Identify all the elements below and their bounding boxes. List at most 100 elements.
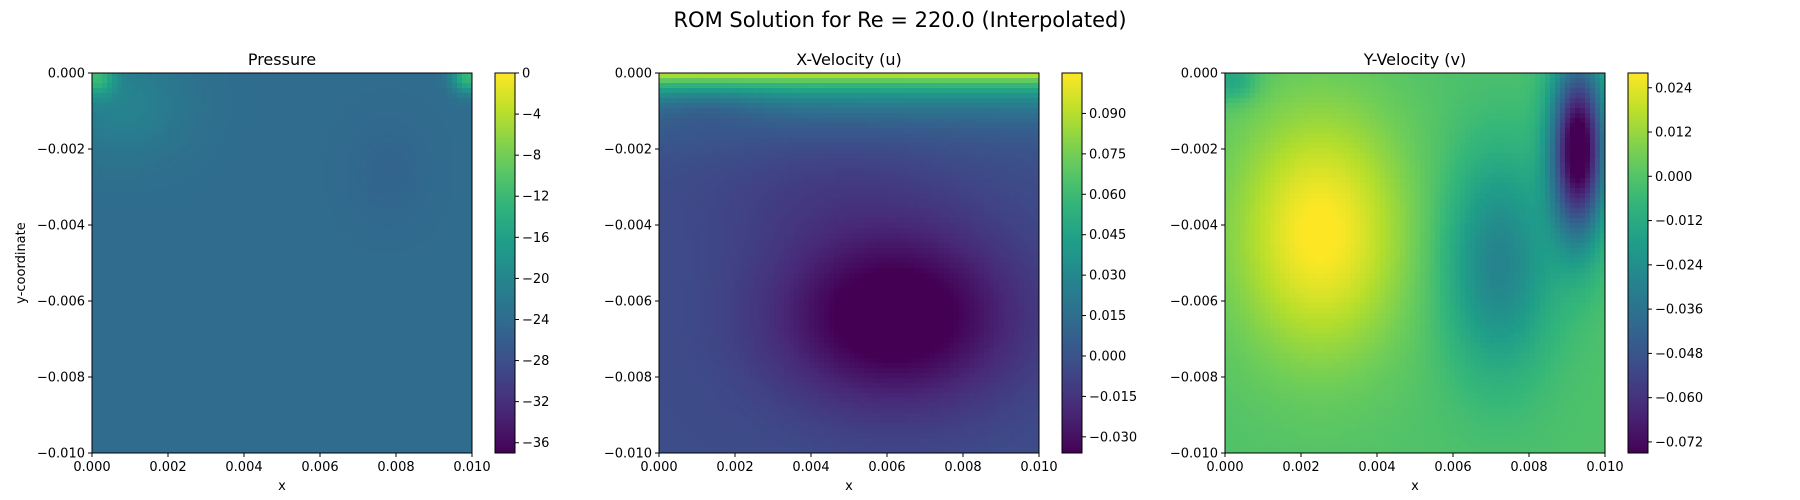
heatmap-cell [287, 388, 293, 394]
heatmap-cell [277, 153, 283, 159]
heatmap-cell [452, 98, 458, 104]
heatmap-cell [407, 323, 413, 329]
heatmap-cell [327, 253, 333, 259]
heatmap-cell [437, 283, 443, 289]
heatmap-cell [282, 278, 288, 284]
heatmap-cell [127, 198, 133, 204]
heatmap-cell [142, 153, 148, 159]
heatmap-cell [437, 113, 443, 119]
heatmap-cell [387, 203, 393, 209]
heatmap-cell [297, 178, 303, 184]
heatmap-cell [452, 303, 458, 309]
heatmap-cell [177, 148, 183, 154]
heatmap-cell [317, 288, 323, 294]
heatmap-cell [312, 153, 318, 159]
heatmap-cell [272, 328, 278, 334]
heatmap-cell [247, 93, 253, 99]
heatmap-cell [167, 248, 173, 254]
heatmap-cell [97, 338, 103, 344]
heatmap-cell [157, 328, 163, 334]
heatmap-cell [437, 188, 443, 194]
heatmap-cell [147, 393, 153, 399]
heatmap-cell [232, 333, 238, 339]
heatmap-cell [382, 243, 388, 249]
heatmap-cell [357, 138, 363, 144]
heatmap-cell [97, 213, 103, 219]
heatmap-cell [102, 328, 108, 334]
heatmap-cell [212, 233, 218, 239]
heatmap-cell [137, 263, 143, 269]
heatmap-cell [282, 268, 288, 274]
heatmap-cell [142, 343, 148, 349]
heatmap-cell [382, 83, 388, 89]
heatmap-cell [202, 73, 208, 79]
heatmap-cell [412, 353, 418, 359]
heatmap-cell [327, 288, 333, 294]
heatmap-cell [412, 213, 418, 219]
heatmap-cell [167, 383, 173, 389]
heatmap-cell [457, 283, 463, 289]
heatmap-cell [437, 183, 443, 189]
heatmap-cell [352, 78, 358, 84]
heatmap-cell [162, 88, 168, 94]
heatmap-cell [392, 388, 398, 394]
heatmap-cell [92, 78, 98, 84]
heatmap-cell [252, 378, 258, 384]
heatmap-cell [367, 368, 373, 374]
heatmap-cell [467, 393, 472, 399]
heatmap-cell [212, 253, 218, 259]
heatmap-cell [167, 118, 173, 124]
heatmap-cell [182, 223, 188, 229]
heatmap-cell [367, 308, 373, 314]
heatmap-cell [302, 358, 308, 364]
heatmap-cell [372, 148, 378, 154]
heatmap-cell [182, 398, 188, 404]
heatmap-cell [137, 123, 143, 129]
heatmap-cell [332, 138, 338, 144]
heatmap-cell [232, 73, 238, 79]
heatmap-cell [302, 333, 308, 339]
heatmap-cell [347, 308, 353, 314]
heatmap-cell [432, 118, 438, 124]
heatmap-cell [302, 203, 308, 209]
heatmap-cell [427, 163, 433, 169]
heatmap-cell [342, 353, 348, 359]
heatmap-cell [132, 273, 138, 279]
heatmap-cell [167, 153, 173, 159]
heatmap-cell [447, 263, 453, 269]
heatmap-cell [317, 203, 323, 209]
heatmap-cell [257, 238, 263, 244]
heatmap-cell [227, 308, 233, 314]
heatmap-cell [407, 123, 413, 129]
heatmap-cell [122, 258, 128, 264]
heatmap-cell [337, 303, 343, 309]
heatmap-cell [197, 278, 203, 284]
heatmap-cell [167, 163, 173, 169]
heatmap-cell [117, 183, 123, 189]
heatmap-cell [447, 113, 453, 119]
heatmap-cell [202, 343, 208, 349]
heatmap-cell [197, 143, 203, 149]
heatmap-cell [302, 238, 308, 244]
heatmap-cell [457, 248, 463, 254]
heatmap-cell [327, 328, 333, 334]
heatmap-cell [377, 288, 383, 294]
heatmap-cell [432, 233, 438, 239]
heatmap-cell [127, 103, 133, 109]
heatmap-cell [417, 218, 423, 224]
heatmap-cell [467, 363, 472, 369]
heatmap-cell [222, 208, 228, 214]
heatmap-cell [447, 123, 453, 129]
heatmap-cell [282, 368, 288, 374]
heatmap-cell [177, 213, 183, 219]
heatmap-cell [187, 343, 193, 349]
heatmap-cell [327, 368, 333, 374]
heatmap-cell [267, 83, 273, 89]
heatmap-cell [297, 158, 303, 164]
heatmap-cell [402, 303, 408, 309]
heatmap-cell [362, 258, 368, 264]
heatmap-cell [382, 313, 388, 319]
heatmap-cell [167, 308, 173, 314]
heatmap-cell [212, 388, 218, 394]
heatmap-cell [122, 363, 128, 369]
